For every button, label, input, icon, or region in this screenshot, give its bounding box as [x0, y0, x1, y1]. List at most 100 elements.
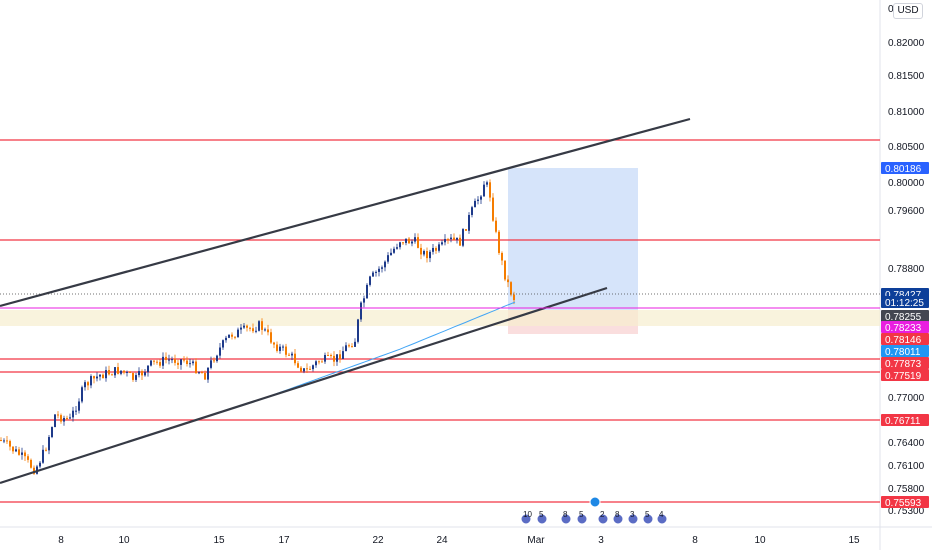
candle-body [384, 261, 386, 268]
candle-body [438, 244, 440, 251]
event-marker[interactable]: 5 [576, 510, 588, 525]
price-tick-label: 0.75300 [888, 506, 925, 517]
candle-body [195, 361, 197, 374]
flag-event-icon[interactable] [589, 496, 601, 508]
candle-body [321, 361, 323, 363]
candle-body [282, 346, 284, 348]
event-label: 5 [579, 510, 584, 519]
event-marker[interactable]: 3 [627, 510, 639, 525]
candle-body [63, 417, 65, 422]
lower-channel-line[interactable] [0, 286, 608, 485]
candle-body [474, 200, 476, 208]
candle-body [507, 279, 509, 283]
candle-body [432, 247, 434, 252]
event-marker[interactable]: 4 [656, 510, 668, 525]
upper-channel-line[interactable] [0, 117, 691, 308]
time-tick-label: 17 [278, 535, 290, 546]
candle-body [123, 370, 125, 373]
candle-body [360, 302, 362, 320]
candle-body [150, 360, 152, 366]
candle-body [141, 371, 143, 376]
candle-body [369, 276, 371, 285]
candle-body [309, 368, 311, 370]
candle-body [381, 267, 383, 269]
candle-body [6, 440, 8, 442]
candle-body [411, 241, 413, 244]
candle-body [414, 237, 416, 242]
price-badge: 0.78011 [881, 345, 929, 358]
candle-body [306, 368, 308, 370]
candle-body [417, 237, 419, 248]
candle-body [504, 260, 506, 280]
candle-body [132, 373, 134, 380]
candle-body [273, 342, 275, 345]
price-tick-label: 0.81000 [888, 107, 925, 118]
candle-body [78, 401, 80, 411]
candle-body [462, 229, 464, 246]
candle-body [33, 467, 35, 474]
price-tick-label: 0.80500 [888, 142, 925, 153]
candle-body [138, 371, 140, 376]
candle-body [165, 356, 167, 360]
candle-body [99, 374, 101, 377]
event-marker[interactable]: 2 [597, 510, 609, 525]
candle-body [225, 337, 227, 341]
candle-body [366, 284, 368, 299]
candle-body [513, 294, 515, 301]
candle-body [213, 360, 215, 362]
candle-body [57, 414, 59, 416]
candle-body [501, 252, 503, 261]
candle-body [105, 370, 107, 379]
position-target-zone[interactable] [508, 168, 638, 310]
currency-label[interactable]: USD [893, 3, 923, 19]
candle-body [363, 298, 365, 303]
candle-body [30, 459, 32, 468]
candle-body [333, 355, 335, 362]
event-label: 2 [600, 510, 605, 519]
candle-body [204, 373, 206, 380]
candle-body [243, 325, 245, 328]
candle-body [237, 329, 239, 338]
candle-body [246, 325, 248, 328]
candle-body [60, 415, 62, 422]
candle-body [408, 238, 410, 244]
candle-body [396, 247, 398, 249]
candles [0, 179, 515, 476]
candle-body [66, 417, 68, 419]
candle-body [201, 372, 203, 374]
event-marker[interactable]: 5 [536, 510, 548, 525]
event-marker[interactable]: 10 [520, 510, 532, 525]
candle-body [231, 334, 233, 337]
candle-body [120, 370, 122, 374]
event-marker[interactable]: 5 [642, 510, 654, 525]
moving-average-line [39, 301, 516, 471]
event-marker[interactable]: 8 [612, 510, 624, 525]
price-badge-label: 0.75593 [885, 498, 922, 509]
candle-body [222, 340, 224, 348]
economic-events[interactable]: 10 5 8 5 2 8 3 5 4 [520, 496, 668, 525]
candle-body [267, 329, 269, 333]
candle-body [390, 252, 392, 256]
candle-body [303, 368, 305, 372]
price-badge-label: 0.78233 [885, 323, 922, 334]
time-tick-label: 10 [754, 535, 766, 546]
event-label: 5 [539, 510, 544, 519]
candle-body [3, 440, 5, 442]
candle-body [192, 361, 194, 364]
candle-body [354, 341, 356, 347]
candle-body [168, 359, 170, 361]
time-tick-label: 8 [58, 535, 64, 546]
candle-body [249, 327, 251, 329]
event-marker[interactable]: 8 [560, 510, 572, 525]
candle-body [111, 374, 113, 376]
candle-body [420, 247, 422, 255]
candle-body [327, 355, 329, 357]
candle-body [159, 362, 161, 366]
candle-body [339, 354, 341, 359]
candle-body [447, 239, 449, 241]
time-tick-label: 10 [118, 535, 130, 546]
candle-body [96, 376, 98, 379]
candle-body [27, 456, 29, 460]
candle-body [426, 250, 428, 259]
